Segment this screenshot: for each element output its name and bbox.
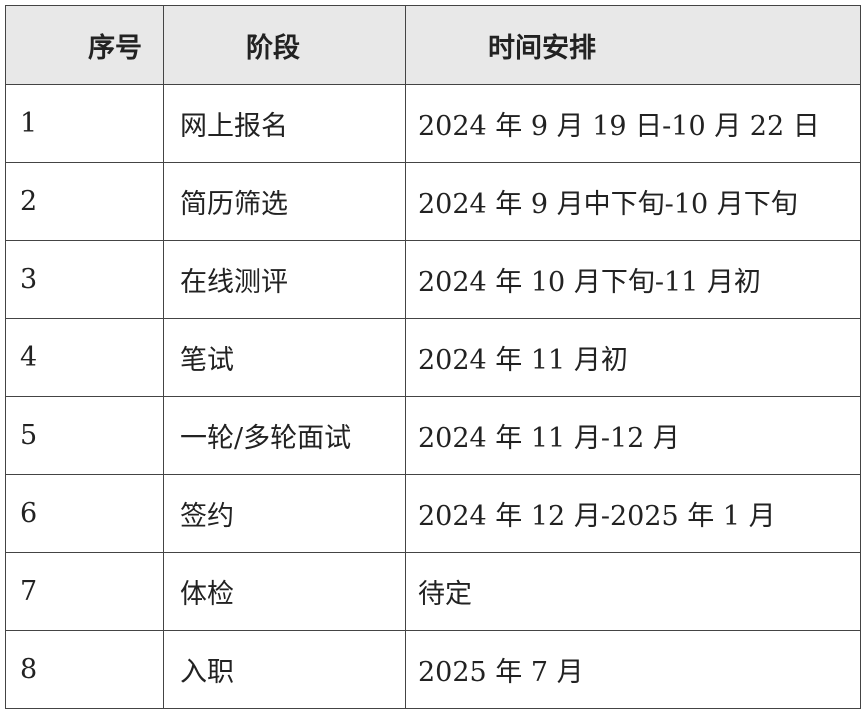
table-row: 1 网上报名 2024 年 9 月 19 日-10 月 22 日 — [5, 84, 861, 163]
header-cell: 阶段 — [163, 5, 406, 85]
table-cell: 2 — [5, 162, 164, 241]
header-cell: 时间安排 — [405, 5, 861, 85]
table-row: 7 体检 待定 — [5, 552, 861, 631]
table-cell: 体检 — [163, 552, 406, 631]
table-cell: 笔试 — [163, 318, 406, 397]
table-row: 3 在线测评 2024 年 10 月下旬-11 月初 — [5, 240, 861, 319]
table-cell: 2024 年 9 月 19 日-10 月 22 日 — [405, 84, 861, 163]
table-cell: 2025 年 7 月 — [405, 630, 861, 709]
table-cell: 2024 年 10 月下旬-11 月初 — [405, 240, 861, 319]
table-cell: 2024 年 11 月初 — [405, 318, 861, 397]
table-row: 2 简历筛选 2024 年 9 月中下旬-10 月下旬 — [5, 162, 861, 241]
table-row: 5 一轮/多轮面试 2024 年 11 月-12 月 — [5, 396, 861, 475]
table-cell: 网上报名 — [163, 84, 406, 163]
table-row: 6 签约 2024 年 12 月-2025 年 1 月 — [5, 474, 861, 553]
table-cell: 7 — [5, 552, 164, 631]
table-row: 4 笔试 2024 年 11 月初 — [5, 318, 861, 397]
table-cell: 签约 — [163, 474, 406, 553]
table-cell: 2024 年 9 月中下旬-10 月下旬 — [405, 162, 861, 241]
header-cell: 序号 — [5, 5, 164, 85]
table-cell: 待定 — [405, 552, 861, 631]
table-body: 1 网上报名 2024 年 9 月 19 日-10 月 22 日 2 简历筛选 2024 … — [5, 84, 861, 709]
table-row: 8 入职 2025 年 7 月 — [5, 630, 861, 709]
table-cell: 8 — [5, 630, 164, 709]
table-cell: 1 — [5, 84, 164, 163]
table-cell: 5 — [5, 396, 164, 475]
table-cell: 入职 — [163, 630, 406, 709]
table-cell: 在线测评 — [163, 240, 406, 319]
table-cell: 3 — [5, 240, 164, 319]
table-header: 序号 阶段 时间安排 — [5, 5, 861, 85]
table-cell: 一轮/多轮面试 — [163, 396, 406, 475]
table-cell: 6 — [5, 474, 164, 553]
table-cell: 2024 年 12 月-2025 年 1 月 — [405, 474, 861, 553]
schedule-table: 序号 阶段 时间安排 1 网上报名 2024 年 9 月 19 日-10 月 22 … — [5, 5, 861, 709]
header-row: 序号 阶段 时间安排 — [5, 5, 861, 85]
table-cell: 4 — [5, 318, 164, 397]
table-cell: 简历筛选 — [163, 162, 406, 241]
table-cell: 2024 年 11 月-12 月 — [405, 396, 861, 475]
